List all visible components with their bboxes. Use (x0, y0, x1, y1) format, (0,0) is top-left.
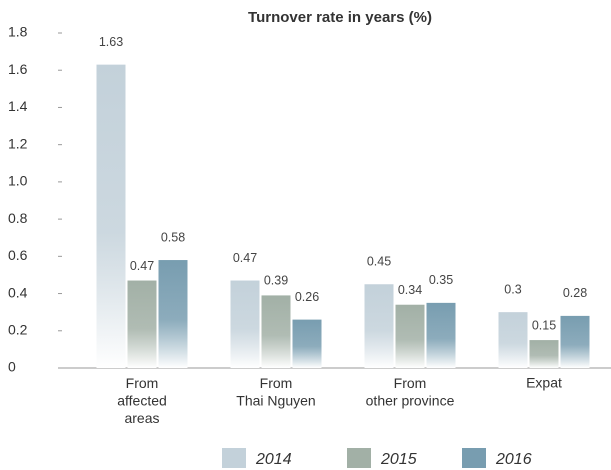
bar (395, 304, 425, 368)
value-label: 0.34 (398, 283, 422, 297)
bar (261, 295, 291, 368)
value-label: 0.47 (130, 259, 154, 273)
value-label: 0.3 (504, 282, 521, 296)
y-tick-label: 1.8 (8, 24, 28, 40)
legend-swatch (347, 448, 371, 468)
value-label: 0.45 (367, 255, 391, 269)
y-tick-label: 0.2 (8, 321, 28, 337)
value-label: 1.63 (99, 35, 123, 49)
bar (127, 280, 157, 368)
bar (364, 284, 394, 368)
y-tick-label: 1.6 (8, 61, 28, 77)
y-tick-label: 0 (8, 359, 16, 375)
bar (96, 64, 126, 368)
value-label: 0.35 (429, 273, 453, 287)
y-tick-label: 1.4 (8, 98, 28, 114)
legend-swatch (222, 448, 246, 468)
value-label: 0.28 (563, 286, 587, 300)
chart-title: Turnover rate in years (%) (248, 9, 432, 26)
legend-label: 2014 (255, 451, 292, 468)
y-tick-label: 1.0 (8, 173, 28, 189)
x-tick-label: From affected areas (117, 375, 167, 426)
legend-swatch (462, 448, 486, 468)
y-tick-label: 0.4 (8, 284, 28, 300)
x-tick-label: From other province (366, 375, 455, 409)
legend-label: 2015 (380, 451, 417, 468)
value-label: 0.58 (161, 230, 185, 244)
bar (292, 319, 322, 368)
x-tick-label: Expat (526, 375, 562, 391)
y-tick-label: 0.6 (8, 247, 28, 263)
value-label: 0.26 (295, 290, 319, 304)
bar (426, 302, 456, 368)
y-tick-label: 0.8 (8, 210, 28, 226)
legend-label: 2016 (495, 451, 532, 468)
value-label: 0.15 (532, 318, 556, 332)
bar (498, 312, 528, 368)
bar (560, 315, 590, 368)
x-tick-label: From Thai Nguyen (236, 375, 315, 409)
y-tick-label: 1.2 (8, 135, 28, 151)
value-label: 0.47 (233, 251, 257, 265)
bar (529, 340, 559, 368)
bar (230, 280, 260, 368)
value-label: 0.39 (264, 274, 288, 288)
bar (158, 260, 188, 368)
